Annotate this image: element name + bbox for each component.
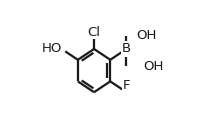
Text: HO: HO (41, 43, 62, 55)
Text: OH: OH (136, 29, 157, 42)
Text: B: B (122, 43, 131, 55)
Text: Cl: Cl (88, 26, 101, 39)
Text: OH: OH (144, 60, 164, 73)
Text: F: F (123, 79, 130, 92)
